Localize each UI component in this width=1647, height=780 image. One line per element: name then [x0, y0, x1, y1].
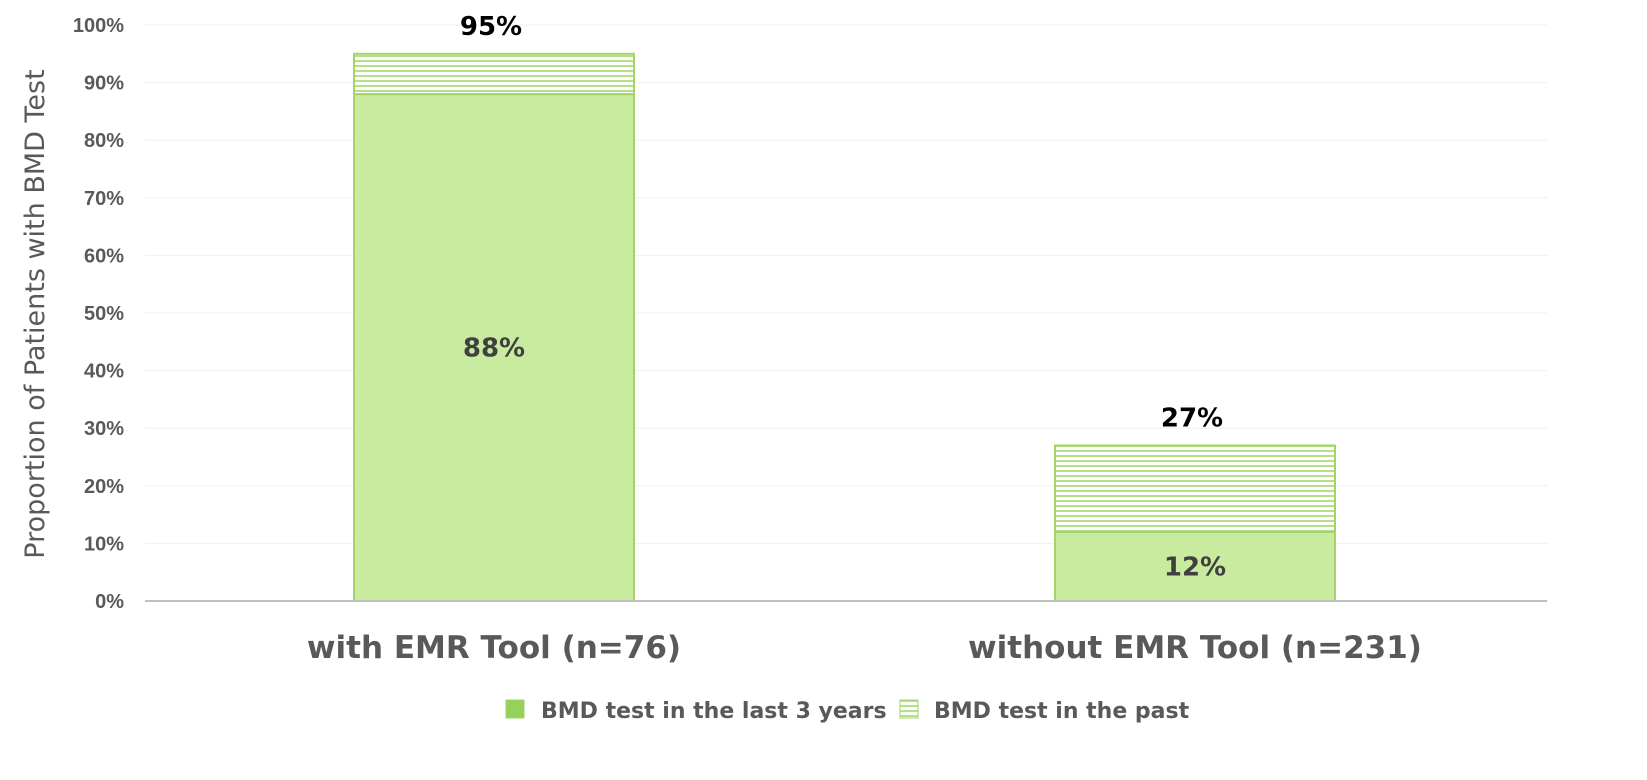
y-tick-label: 20% — [84, 476, 124, 498]
total-label: 27% — [1161, 403, 1223, 433]
data-labels: 88% 95% 12% 27% — [460, 12, 1226, 583]
legend-label: BMD test in the past — [934, 699, 1190, 724]
legend: BMD test in the last 3 years BMD test in … — [505, 699, 1190, 724]
y-tick-label: 60% — [84, 245, 124, 267]
bar-segment-past — [1054, 444, 1336, 533]
data-label: 12% — [1164, 552, 1226, 582]
y-axis: 0% 10% 20% 30% 40% 50% 60% 70% 80% 90% 100% — [73, 15, 124, 613]
y-tick-label: 70% — [84, 188, 124, 210]
data-label: 88% — [463, 334, 525, 364]
y-tick-label: 10% — [84, 533, 124, 555]
total-label: 95% — [460, 12, 522, 42]
y-tick-label: 80% — [84, 130, 124, 152]
bar-segment-past — [353, 52, 635, 96]
y-tick-label: 0% — [95, 591, 124, 613]
bar-segment-last-3-years — [1054, 530, 1336, 603]
legend-label: BMD test in the last 3 years — [541, 699, 887, 724]
y-tick-label: 50% — [84, 303, 124, 325]
x-category-label: with EMR Tool (n=76) — [307, 630, 681, 666]
legend-swatch-solid — [505, 699, 525, 719]
x-category-label: without EMR Tool (n=231) — [968, 630, 1422, 666]
y-tick-label: 40% — [84, 361, 124, 383]
y-tick-label: 30% — [84, 418, 124, 440]
bars — [353, 52, 1336, 603]
legend-swatch-striped — [899, 699, 919, 719]
y-axis-title: Proportion of Patients with BMD Test — [20, 69, 51, 558]
y-tick-label: 100% — [73, 15, 124, 37]
y-tick-label: 90% — [84, 73, 124, 95]
x-axis: with EMR Tool (n=76) without EMR Tool (n=… — [145, 600, 1547, 666]
